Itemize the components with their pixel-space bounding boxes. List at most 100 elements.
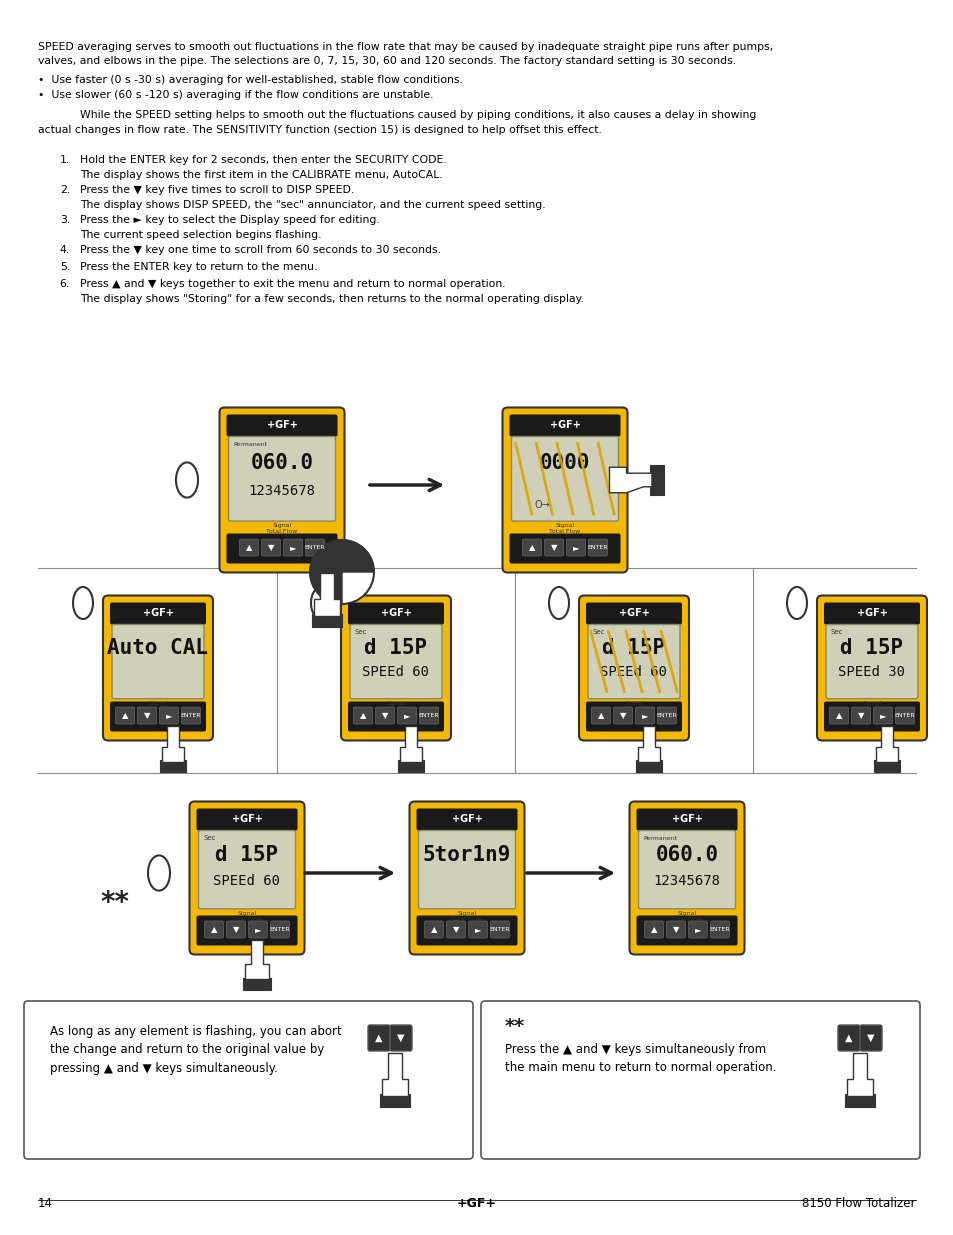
FancyBboxPatch shape — [112, 625, 204, 699]
FancyBboxPatch shape — [115, 706, 134, 724]
Text: d 15P: d 15P — [840, 637, 902, 657]
FancyBboxPatch shape — [591, 706, 610, 724]
FancyBboxPatch shape — [544, 538, 563, 556]
Ellipse shape — [148, 856, 170, 890]
Text: ▼: ▼ — [672, 925, 679, 934]
FancyBboxPatch shape — [226, 415, 337, 436]
Text: SPEED averaging serves to smooth out fluctuations in the flow rate that may be c: SPEED averaging serves to smooth out flu… — [38, 42, 773, 52]
Polygon shape — [162, 726, 184, 762]
FancyBboxPatch shape — [160, 761, 186, 772]
Text: ▼: ▼ — [857, 711, 863, 720]
FancyBboxPatch shape — [585, 701, 681, 731]
Text: SPEEd 30: SPEEd 30 — [838, 666, 904, 679]
Text: ▼: ▼ — [396, 1032, 404, 1044]
FancyBboxPatch shape — [859, 1025, 882, 1051]
Circle shape — [310, 540, 374, 604]
FancyBboxPatch shape — [522, 538, 541, 556]
Ellipse shape — [175, 462, 198, 498]
FancyBboxPatch shape — [243, 978, 271, 990]
FancyBboxPatch shape — [629, 802, 743, 955]
FancyBboxPatch shape — [688, 921, 707, 939]
FancyBboxPatch shape — [644, 921, 662, 939]
FancyBboxPatch shape — [588, 538, 607, 556]
FancyBboxPatch shape — [710, 921, 729, 939]
FancyBboxPatch shape — [248, 921, 267, 939]
Text: valves, and elbows in the pipe. The selections are 0, 7, 15, 30, 60 and 120 seco: valves, and elbows in the pipe. The sele… — [38, 57, 736, 67]
FancyBboxPatch shape — [196, 809, 297, 830]
Text: 1.: 1. — [60, 156, 70, 165]
Text: +GF+: +GF+ — [232, 815, 262, 825]
FancyBboxPatch shape — [636, 915, 737, 946]
Text: +GF+: +GF+ — [618, 609, 649, 619]
FancyBboxPatch shape — [636, 809, 737, 830]
FancyBboxPatch shape — [226, 534, 337, 563]
FancyBboxPatch shape — [843, 1094, 875, 1108]
FancyBboxPatch shape — [409, 802, 524, 955]
FancyBboxPatch shape — [110, 701, 206, 731]
Text: ▼: ▼ — [619, 711, 625, 720]
Text: ▲: ▲ — [375, 1032, 382, 1044]
Text: 0000: 0000 — [539, 453, 590, 473]
Text: ENTER: ENTER — [587, 545, 608, 550]
Text: Press the ENTER key to return to the menu.: Press the ENTER key to return to the men… — [80, 262, 317, 272]
Text: ►: ► — [879, 711, 885, 720]
FancyBboxPatch shape — [368, 1025, 390, 1051]
FancyBboxPatch shape — [657, 706, 676, 724]
Text: Press the ▼ key five times to scroll to DISP SPEED.: Press the ▼ key five times to scroll to … — [80, 185, 354, 195]
Text: 8150 Flow Totalizer: 8150 Flow Totalizer — [801, 1197, 915, 1210]
Text: 12345678: 12345678 — [653, 874, 720, 888]
Text: Permanent: Permanent — [233, 441, 268, 447]
FancyBboxPatch shape — [828, 706, 847, 724]
Text: •  Use faster (0 s -30 s) averaging for well-established, stable flow conditions: • Use faster (0 s -30 s) averaging for w… — [38, 75, 462, 85]
Text: ►: ► — [254, 925, 261, 934]
FancyBboxPatch shape — [375, 706, 395, 724]
Text: ENTER: ENTER — [418, 713, 438, 718]
Text: Press the ► key to select the Display speed for editing.: Press the ► key to select the Display sp… — [80, 215, 379, 225]
Text: ▲: ▲ — [211, 925, 217, 934]
Text: ▲: ▲ — [359, 711, 366, 720]
Text: ▲: ▲ — [431, 925, 436, 934]
Text: d 15P: d 15P — [215, 845, 278, 864]
FancyBboxPatch shape — [196, 915, 297, 946]
Text: The display shows "Storing" for a few seconds, then returns to the normal operat: The display shows "Storing" for a few se… — [80, 294, 583, 304]
Text: 6.: 6. — [60, 279, 70, 289]
Text: ▲: ▲ — [528, 543, 535, 552]
Text: Signal
Total Flow: Signal Total Flow — [380, 700, 411, 711]
Text: Signal
Total Flow: Signal Total Flow — [671, 911, 702, 923]
Text: +GF+: +GF+ — [451, 815, 482, 825]
Text: ENTER: ENTER — [489, 927, 510, 932]
Text: ▼: ▼ — [144, 711, 150, 720]
Text: Auto CAL: Auto CAL — [108, 637, 209, 657]
Ellipse shape — [786, 587, 806, 619]
Text: ▼: ▼ — [268, 543, 274, 552]
Polygon shape — [846, 1053, 872, 1095]
Text: Signal
Total Flow: Signal Total Flow — [266, 524, 297, 535]
FancyBboxPatch shape — [397, 761, 423, 772]
Text: ►: ► — [290, 543, 296, 552]
FancyBboxPatch shape — [638, 830, 735, 909]
Polygon shape — [245, 940, 269, 979]
Text: ENTER: ENTER — [656, 713, 677, 718]
Text: +GF+: +GF+ — [549, 420, 579, 431]
Text: ▼: ▼ — [866, 1032, 874, 1044]
FancyBboxPatch shape — [419, 706, 438, 724]
Text: 4.: 4. — [60, 245, 70, 256]
FancyBboxPatch shape — [103, 595, 213, 741]
FancyBboxPatch shape — [261, 538, 280, 556]
Text: Hold the ENTER key for 2 seconds, then enter the SECURITY CODE.: Hold the ENTER key for 2 seconds, then e… — [80, 156, 446, 165]
FancyBboxPatch shape — [509, 534, 619, 563]
FancyBboxPatch shape — [204, 921, 223, 939]
FancyBboxPatch shape — [825, 625, 917, 699]
Text: The current speed selection begins flashing.: The current speed selection begins flash… — [80, 230, 321, 240]
FancyBboxPatch shape — [348, 603, 443, 625]
Text: 5.: 5. — [60, 262, 70, 272]
FancyBboxPatch shape — [480, 1002, 919, 1158]
Text: 14: 14 — [38, 1197, 53, 1210]
FancyBboxPatch shape — [340, 595, 451, 741]
Text: ENTER: ENTER — [270, 927, 290, 932]
Text: •  Use slower (60 s -120 s) averaging if the flow conditions are unstable.: • Use slower (60 s -120 s) averaging if … — [38, 90, 433, 100]
Text: ▼: ▼ — [233, 925, 239, 934]
Ellipse shape — [548, 587, 568, 619]
FancyBboxPatch shape — [511, 436, 618, 521]
Text: Permanent: Permanent — [643, 836, 677, 841]
